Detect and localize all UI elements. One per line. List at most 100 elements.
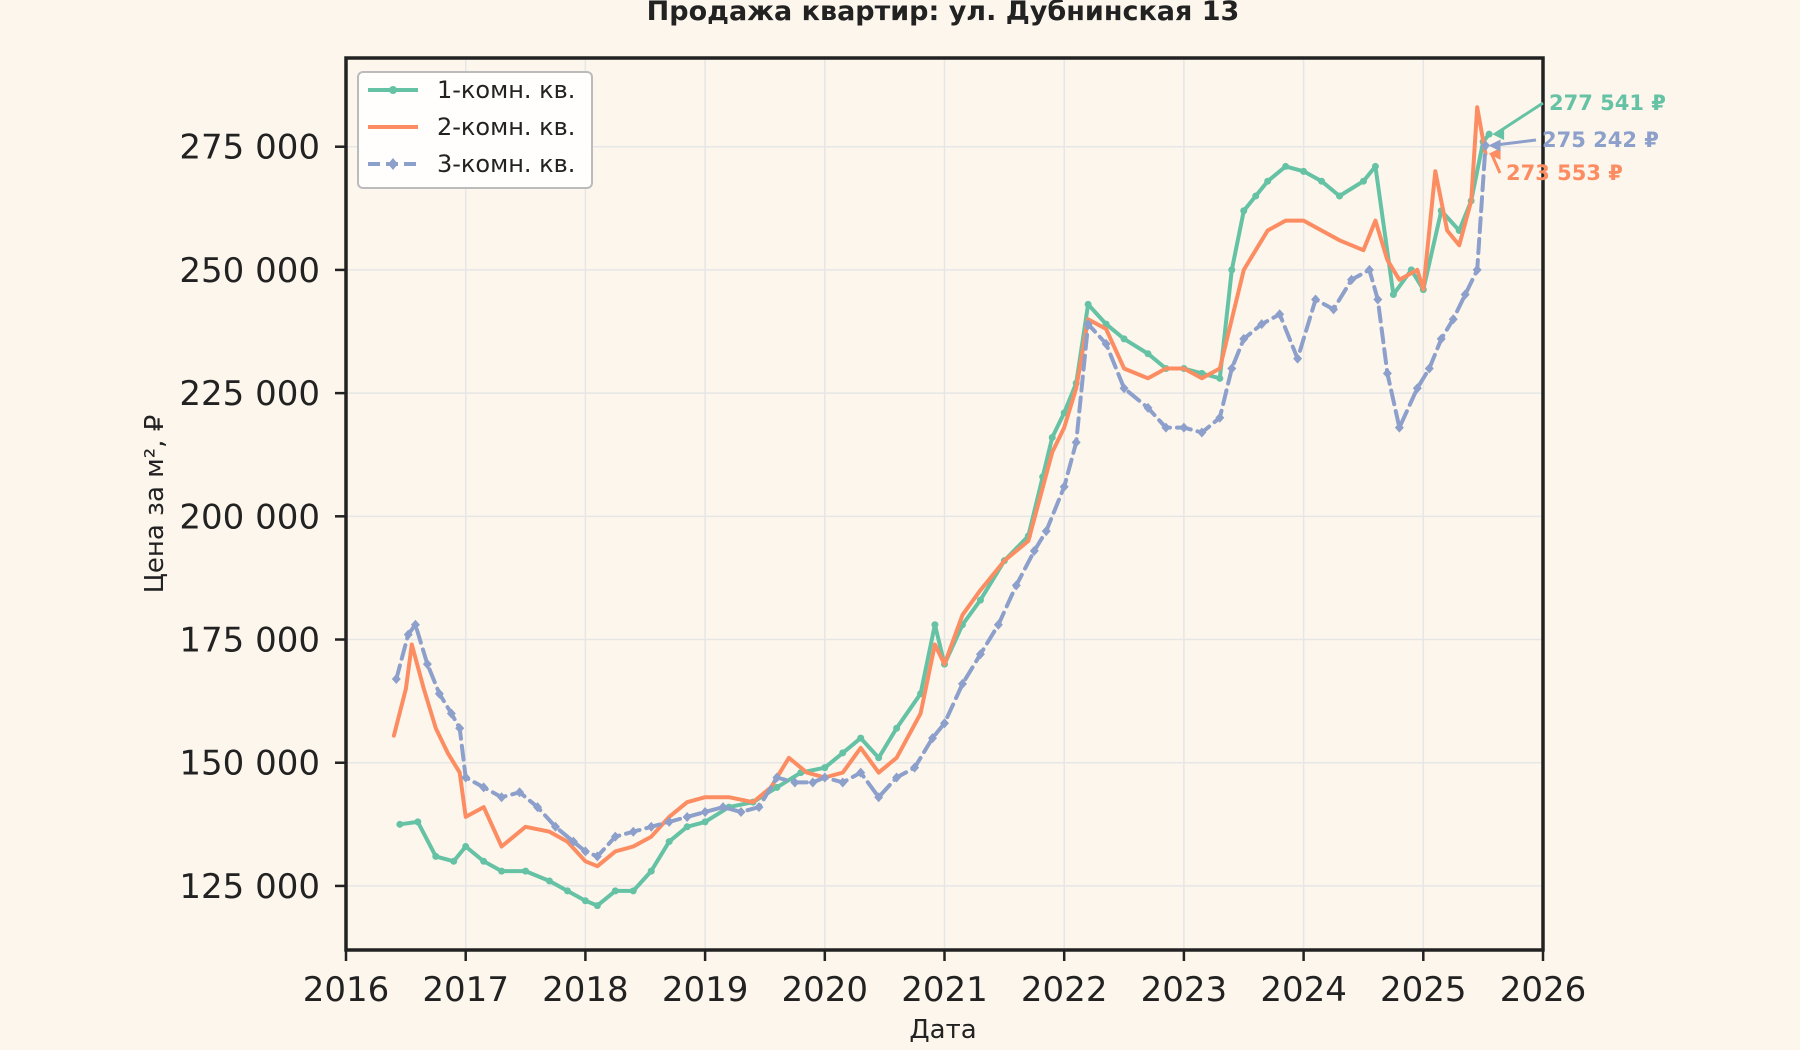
y-tick-label: 250 000 [179, 251, 320, 291]
data-point [581, 897, 589, 905]
data-point [1336, 192, 1344, 200]
series-line [391, 105, 1488, 869]
data-point [808, 777, 818, 788]
y-tick-label: 200 000 [179, 497, 320, 537]
y-tick-label: 175 000 [179, 621, 320, 661]
data-point [857, 734, 865, 742]
data-point [1161, 422, 1171, 433]
legend-label: 3-комн. кв. [437, 150, 575, 178]
data-point [683, 823, 691, 831]
data-point [1252, 192, 1260, 200]
y-axis-label: Цена за м², ₽ [140, 415, 170, 594]
data-point [1048, 433, 1056, 441]
data-point [1460, 289, 1470, 300]
series-2 [391, 105, 1488, 869]
data-point [1011, 580, 1021, 591]
data-point [790, 777, 800, 788]
data-point [856, 767, 866, 778]
data-point [593, 902, 601, 910]
data-point [1239, 333, 1249, 344]
data-point [976, 596, 984, 604]
data-point [480, 857, 488, 865]
data-point [874, 792, 884, 803]
legend-marker [389, 86, 397, 94]
data-point [665, 838, 673, 846]
data-point [479, 782, 489, 793]
data-point [700, 807, 710, 818]
data-point [754, 802, 764, 813]
data-point [838, 777, 848, 788]
data-point [993, 619, 1003, 630]
data-point [957, 678, 967, 689]
data-point [1071, 437, 1081, 448]
data-point [455, 723, 465, 734]
data-point [422, 659, 432, 670]
series-layer [391, 105, 1493, 910]
data-point [611, 887, 619, 895]
legend-item: 3-комн. кв. [368, 150, 575, 178]
data-point [403, 629, 413, 640]
data-point [1373, 294, 1383, 305]
data-point [646, 821, 656, 832]
data-point [820, 772, 830, 783]
data-point [1143, 402, 1153, 413]
data-point [498, 867, 506, 875]
data-point [1216, 374, 1224, 382]
data-point [1215, 412, 1225, 423]
data-point [1240, 207, 1248, 215]
data-point [568, 836, 578, 847]
data-point [975, 649, 985, 660]
end-label-arrow [1490, 153, 1502, 174]
x-tick-label: 2023 [1141, 970, 1228, 1010]
x-tick-label: 2025 [1380, 970, 1467, 1010]
data-point [1382, 368, 1392, 379]
data-point [414, 818, 422, 826]
series-line [394, 143, 1488, 859]
data-point [875, 754, 883, 762]
x-tick-label: 2026 [1500, 970, 1587, 1010]
data-point [893, 724, 901, 732]
legend: 1-комн. кв. 2-комн. кв. 3-комн. кв. [357, 71, 593, 189]
data-point [1197, 427, 1207, 438]
data-point [1227, 363, 1237, 374]
data-point [910, 762, 920, 773]
data-point [1485, 130, 1493, 138]
data-point [1179, 422, 1189, 433]
data-point [892, 772, 902, 783]
data-point [1472, 264, 1482, 275]
data-point [515, 787, 525, 798]
x-tick-label: 2019 [662, 970, 749, 1010]
data-point [391, 673, 401, 684]
data-point [931, 621, 939, 629]
data-point [522, 867, 530, 875]
data-point [940, 718, 949, 729]
data-point [434, 688, 444, 699]
end-value-label: 273 553 ₽ [1506, 161, 1623, 185]
data-point [462, 843, 470, 851]
data-point [446, 708, 456, 719]
end-label-arrowhead [1488, 139, 1501, 152]
end-value-label: 277 541 ₽ [1549, 91, 1666, 115]
data-point [1275, 309, 1285, 320]
data-point [629, 887, 637, 895]
x-axis-label: Дата [909, 1015, 976, 1045]
data-point [1257, 319, 1267, 330]
data-point [1371, 162, 1379, 170]
series-3 [391, 140, 1491, 862]
data-point [1412, 383, 1422, 394]
data-point [563, 887, 571, 895]
y-tick-label: 275 000 [179, 128, 320, 168]
data-point [1060, 409, 1068, 417]
data-point [773, 783, 781, 791]
data-point [821, 764, 829, 772]
ticks: 2016 2017 2018 2019 2020 2021 2022 2023 2024 2025… [179, 128, 1586, 1010]
data-point [610, 831, 620, 842]
data-point [1120, 335, 1128, 343]
data-point [772, 772, 782, 783]
data-point [1436, 333, 1446, 344]
data-point [1119, 383, 1129, 394]
x-tick-label: 2020 [782, 970, 869, 1010]
legend-label: 2-комн. кв. [437, 113, 575, 141]
end-label-arrowhead [1488, 147, 1501, 160]
